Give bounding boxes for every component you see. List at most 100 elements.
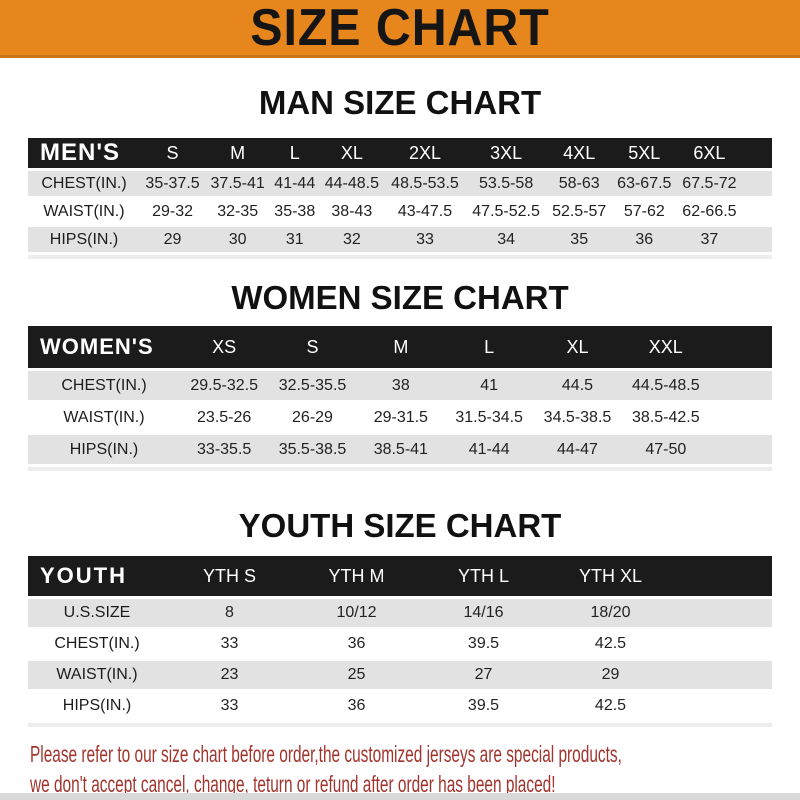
size-value: 34.5-38.5: [533, 403, 622, 432]
size-value: 29: [547, 661, 674, 689]
row-spacer: [674, 661, 772, 689]
row-label: HIPS(IN.): [28, 692, 166, 720]
size-column-header: 2XL: [384, 138, 466, 168]
size-value: 29.5-32.5: [180, 371, 269, 400]
row-label: HIPS(IN.): [28, 435, 180, 464]
table-header-row: WOMEN'S XS S M L XL XXL: [28, 326, 772, 368]
size-value: 63-67.5: [611, 171, 677, 196]
disclaimer-line-1: Please refer to our size chart before or…: [30, 741, 622, 767]
row-spacer: [674, 692, 772, 720]
header-spacer: [674, 556, 772, 596]
size-column-header: 6XL: [676, 138, 742, 168]
youth-table-bottom-shadow: [28, 723, 772, 727]
size-value: 27: [420, 661, 547, 689]
size-value: 30: [205, 227, 271, 252]
size-value: 33: [166, 630, 293, 658]
size-value: 38: [356, 371, 445, 400]
size-value: 34: [465, 227, 547, 252]
size-value: 44.5: [533, 371, 622, 400]
measurement-row: HIPS(IN.) 29 30 31 32 33 34 35 36 37: [28, 227, 772, 252]
size-column-header: L: [444, 326, 534, 368]
size-value: 41-44: [444, 435, 534, 464]
size-value: 52.5-57: [546, 199, 612, 224]
size-value: 38.5-41: [356, 435, 445, 464]
row-label: CHEST(IN.): [28, 371, 180, 400]
size-value: 18/20: [547, 599, 674, 627]
row-spacer: [742, 171, 772, 196]
size-value: 36: [611, 227, 677, 252]
size-value: 26-29: [268, 403, 357, 432]
size-value: 33: [166, 692, 293, 720]
table-corner-label: YOUTH: [28, 556, 166, 596]
size-value: 53.5-58: [465, 171, 547, 196]
row-label: CHEST(IN.): [28, 630, 166, 658]
size-column-header: XXL: [621, 326, 710, 368]
size-value: 44-47: [533, 435, 622, 464]
size-value: 44.5-48.5: [621, 371, 710, 400]
section-man-size-chart: MAN SIZE CHART MEN'S S M L XL 2XL 3XL 4XL 5XL 6XL…: [0, 84, 800, 259]
man-size-table: MEN'S S M L XL 2XL 3XL 4XL 5XL 6XL CHEST(IN.) 35-37…: [28, 135, 772, 255]
size-column-header: YTH XL: [547, 556, 674, 596]
table-corner-label: MEN'S: [28, 138, 140, 168]
header-spacer: [742, 138, 772, 168]
size-value: 58-63: [546, 171, 612, 196]
size-value: 38.5-42.5: [621, 403, 710, 432]
row-spacer: [674, 599, 772, 627]
size-column-header: XL: [533, 326, 622, 368]
measurement-row: HIPS(IN.) 33-35.5 35.5-38.5 38.5-41 41-44 44-…: [28, 435, 772, 464]
size-value: 41-44: [270, 171, 320, 196]
size-column-header: YTH L: [420, 556, 547, 596]
size-value: 35: [546, 227, 612, 252]
measurement-row: CHEST(IN.) 33 36 39.5 42.5: [28, 630, 772, 658]
size-value: 33: [384, 227, 466, 252]
size-column-header: XL: [319, 138, 385, 168]
size-value: 29: [140, 227, 206, 252]
row-spacer: [710, 403, 772, 432]
size-value: 37: [676, 227, 742, 252]
man-table-bottom-shadow: [28, 255, 772, 259]
size-value: 57-62: [611, 199, 677, 224]
size-value: 42.5: [547, 630, 674, 658]
size-value: 14/16: [420, 599, 547, 627]
size-value: 39.5: [420, 630, 547, 658]
measurement-row: CHEST(IN.) 35-37.5 37.5-41 41-44 44-48.5 48.5…: [28, 171, 772, 196]
size-column-header: S: [268, 326, 357, 368]
youth-size-table: YOUTH YTH S YTH M YTH L YTH XL U.S.SIZE 8 10/12…: [28, 553, 772, 723]
size-value: 62-66.5: [676, 199, 742, 224]
disclaimer-line-2: we don't accept cancel, change, teturn o…: [30, 771, 556, 797]
size-value: 48.5-53.5: [384, 171, 466, 196]
women-size-table: WOMEN'S XS S M L XL XXL CHEST(IN.) 29.5-32.5 32.5…: [28, 323, 772, 467]
size-column-header: M: [205, 138, 271, 168]
page-title: SIZE CHART: [250, 0, 550, 57]
size-value: 43-47.5: [384, 199, 466, 224]
size-value: 32-35: [205, 199, 271, 224]
size-chart-banner: SIZE CHART: [0, 0, 800, 58]
man-section-title: MAN SIZE CHART: [258, 84, 542, 121]
size-column-header: 5XL: [611, 138, 677, 168]
row-spacer: [742, 227, 772, 252]
size-column-header: YTH M: [293, 556, 420, 596]
size-value: 39.5: [420, 692, 547, 720]
disclaimer: Please refer to our size chart before or…: [0, 739, 800, 799]
youth-section-title: YOUTH SIZE CHART: [238, 507, 562, 544]
size-value: 23.5-26: [180, 403, 269, 432]
header-spacer: [710, 326, 772, 368]
size-value: 25: [293, 661, 420, 689]
size-value: 32.5-35.5: [268, 371, 357, 400]
size-column-header: XS: [180, 326, 269, 368]
section-women-size-chart: WOMEN SIZE CHART WOMEN'S XS S M L XL XXL CHEST(…: [0, 279, 800, 471]
women-table-bottom-shadow: [28, 467, 772, 471]
measurement-row: U.S.SIZE 8 10/12 14/16 18/20: [28, 599, 772, 627]
row-spacer: [742, 199, 772, 224]
size-column-header: L: [270, 138, 320, 168]
row-spacer: [710, 371, 772, 400]
size-value: 47-50: [621, 435, 710, 464]
size-value: 23: [166, 661, 293, 689]
size-value: 35-37.5: [140, 171, 206, 196]
measurement-row: HIPS(IN.) 33 36 39.5 42.5: [28, 692, 772, 720]
size-value: 35.5-38.5: [268, 435, 357, 464]
size-value: 10/12: [293, 599, 420, 627]
size-column-header: 3XL: [465, 138, 547, 168]
size-value: 31: [270, 227, 320, 252]
measurement-row: WAIST(IN.) 29-32 32-35 35-38 38-43 43-47.5 47.…: [28, 199, 772, 224]
